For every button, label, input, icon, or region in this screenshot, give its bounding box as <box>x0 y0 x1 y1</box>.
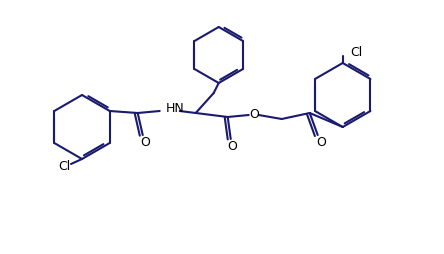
Text: HN: HN <box>166 103 184 116</box>
Text: O: O <box>140 136 150 150</box>
Text: O: O <box>227 140 237 153</box>
Text: Cl: Cl <box>58 161 70 173</box>
Text: O: O <box>249 107 259 120</box>
Text: Cl: Cl <box>351 45 363 58</box>
Text: O: O <box>316 136 325 150</box>
